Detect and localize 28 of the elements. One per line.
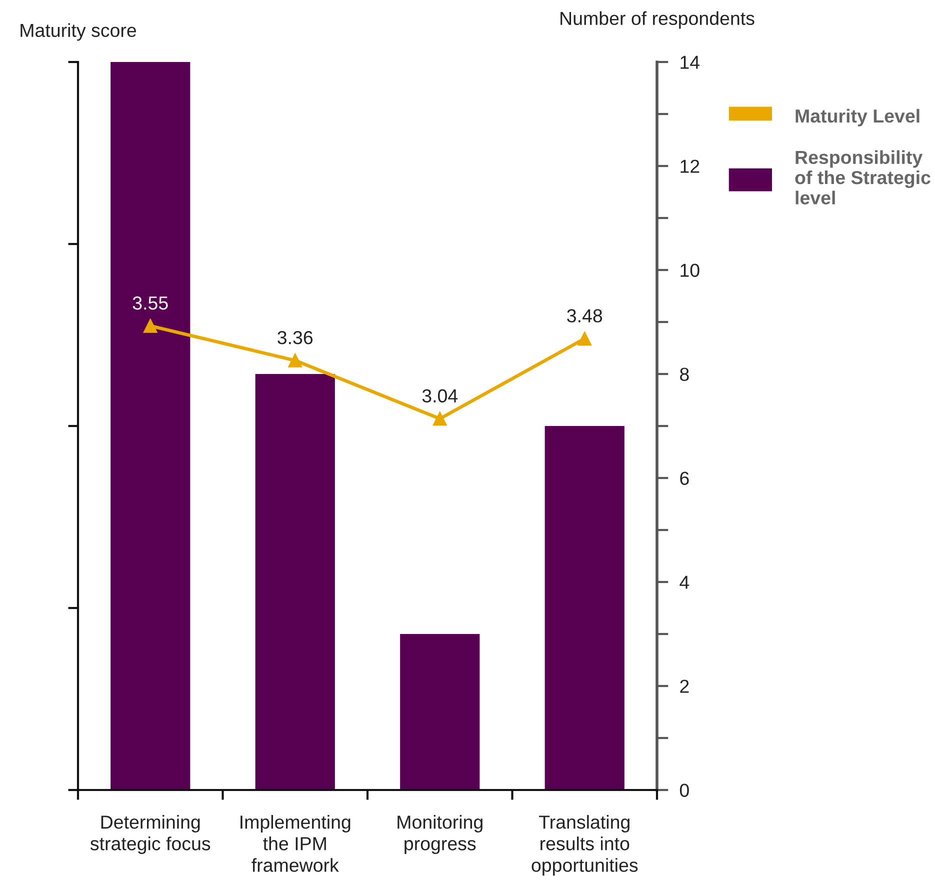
point (288, 354, 302, 368)
y2-tick-label: 4 (680, 576, 690, 589)
legend-label: Responsibility of the Strategic level (795, 150, 930, 204)
y2-axis-title: Number of respondents (560, 11, 754, 29)
y2-tick-label: 8 (680, 368, 689, 381)
y2-tick-label: 0 (680, 784, 689, 797)
data-label: 3.04 (422, 389, 458, 403)
bar (544, 426, 624, 790)
bar (110, 62, 190, 790)
x-tick-label: Implementing the IPM framework (240, 815, 350, 872)
point (143, 318, 158, 333)
point (578, 332, 592, 346)
y-axis-title: Maturity score (20, 23, 136, 41)
point (432, 412, 447, 426)
data-label: 3.36 (278, 330, 313, 344)
legend-label: Maturity Level (796, 108, 920, 126)
data-label: 3.55 (132, 296, 168, 310)
data-label: 3.48 (567, 309, 602, 322)
bar (400, 634, 480, 790)
bar (255, 374, 335, 790)
y2-tick-label: 2 (680, 680, 689, 693)
y2-tick-label: 12 (680, 160, 700, 173)
x-tick-label: Translating results into opportunities (532, 815, 638, 876)
y2-tick-label: 14 (680, 56, 700, 69)
y2-tick-label: 6 (680, 472, 689, 485)
x-tick-label: Monitoring progress (398, 815, 482, 854)
y2-tick-label: 10 (680, 264, 700, 277)
x-tick-label: Determining strategic focus (90, 815, 210, 854)
